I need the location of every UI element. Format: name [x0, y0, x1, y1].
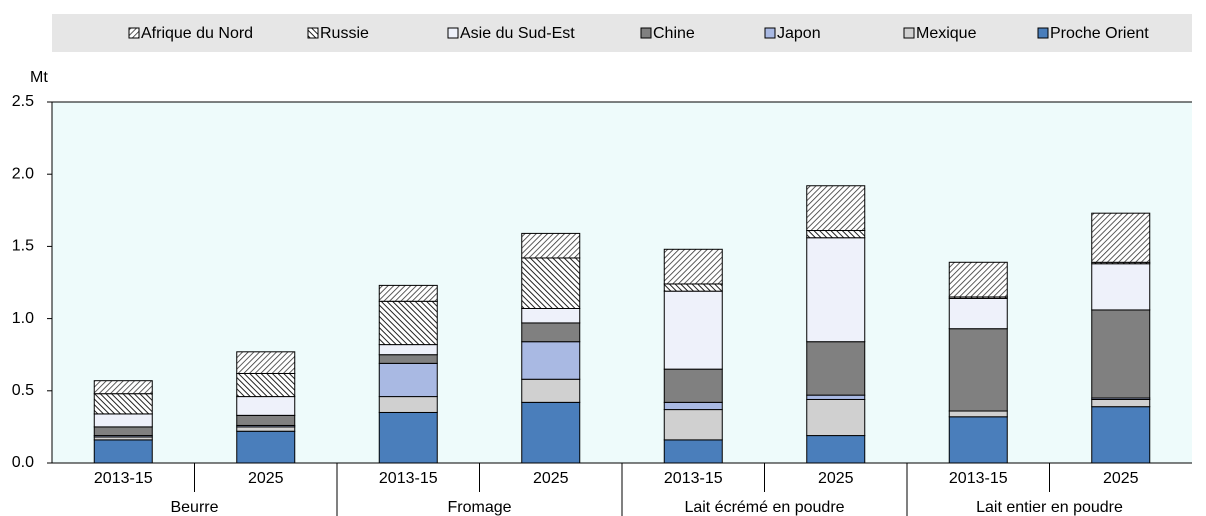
bar-segment — [236, 426, 296, 432]
bar-segment — [236, 396, 296, 416]
bar-segment — [236, 414, 296, 426]
x-tick-label: 2013-15 — [664, 470, 723, 487]
bar-segment — [1091, 309, 1151, 399]
y-axis-label: Mt — [30, 69, 48, 86]
x-tick-label: 2013-15 — [379, 470, 438, 487]
bar-segment — [806, 237, 866, 343]
group-label: Lait écrémé en poudre — [684, 499, 844, 516]
group-label: Lait entier en poudre — [976, 499, 1123, 516]
x-tick-label: 2025 — [533, 470, 569, 487]
bar-segment — [806, 398, 866, 437]
bar-segment — [93, 393, 153, 415]
y-tick-label: 2.5 — [12, 93, 34, 110]
bar-segment — [948, 416, 1008, 464]
bar-segment — [378, 354, 438, 364]
bar-segment — [806, 394, 866, 400]
bar-segment — [663, 401, 723, 411]
bar-segment — [378, 411, 438, 464]
legend-label: Asie du Sud-Est — [460, 25, 575, 42]
bar-segment — [948, 261, 1008, 298]
y-tick-label: 0.0 — [12, 454, 34, 471]
y-tick-label: 1.0 — [12, 310, 34, 327]
group-label: Beurre — [170, 499, 218, 516]
x-tick-label: 2025 — [248, 470, 284, 487]
group-label: Fromage — [447, 499, 511, 516]
bar-segment — [521, 257, 581, 309]
bar-segment — [663, 439, 723, 464]
bar-segment — [948, 328, 1008, 412]
y-tick-label: 2.0 — [12, 165, 34, 182]
y-tick-label: 0.5 — [12, 382, 34, 399]
bar-segment — [663, 248, 723, 285]
legend-swatch — [307, 27, 319, 39]
bar-segment — [378, 362, 438, 398]
bar-segment — [236, 351, 296, 374]
bar-segment — [948, 297, 1008, 330]
bar-segment — [806, 185, 866, 232]
bar-segment — [663, 283, 723, 292]
bar-segment — [1091, 212, 1151, 263]
legend-label: Mexique — [916, 25, 977, 42]
legend-label: Russie — [320, 25, 369, 42]
x-tick-label: 2013-15 — [949, 470, 1008, 487]
bar-segment — [521, 322, 581, 343]
legend-label: Japon — [777, 25, 821, 42]
bar-segment — [806, 435, 866, 464]
bar-segment — [236, 372, 296, 398]
bar-segment — [948, 410, 1008, 418]
y-tick-label: 1.5 — [12, 238, 34, 255]
bar-segment — [93, 380, 153, 395]
bar-segment — [378, 284, 438, 302]
legend-swatch — [447, 27, 459, 39]
x-tick-label: 2025 — [1103, 470, 1139, 487]
legend-swatch — [1037, 27, 1049, 39]
bar-segment — [93, 413, 153, 428]
legend-swatch — [640, 27, 652, 39]
bar-segment — [663, 368, 723, 403]
bar-segment — [663, 290, 723, 370]
legend-background — [52, 14, 1192, 52]
bar-segment — [236, 430, 296, 464]
legend-label: Proche Orient — [1050, 25, 1149, 42]
bar-segment — [521, 341, 581, 380]
legend-label: Afrique du Nord — [141, 25, 253, 42]
bar-segment — [521, 307, 581, 324]
bar-segment — [1091, 263, 1151, 311]
bar-segment — [806, 341, 866, 396]
bar-segment — [93, 439, 153, 464]
bar-segment — [663, 409, 723, 441]
bar-segment — [378, 396, 438, 413]
legend-swatch — [128, 27, 140, 39]
bar-segment — [521, 401, 581, 464]
x-tick-label: 2013-15 — [94, 470, 153, 487]
bar-segment — [1091, 398, 1151, 408]
legend-swatch — [903, 27, 915, 39]
x-tick-label: 2025 — [818, 470, 854, 487]
bar-segment — [521, 378, 581, 403]
legend-label: Chine — [653, 25, 695, 42]
plot-background — [52, 102, 1192, 463]
bar-segment — [93, 426, 153, 437]
bar-segment — [378, 344, 438, 356]
bar-segment — [806, 230, 866, 239]
bar-segment — [378, 300, 438, 346]
bar-segment — [521, 232, 581, 259]
legend-swatch — [764, 27, 776, 39]
bar-segment — [1091, 406, 1151, 464]
